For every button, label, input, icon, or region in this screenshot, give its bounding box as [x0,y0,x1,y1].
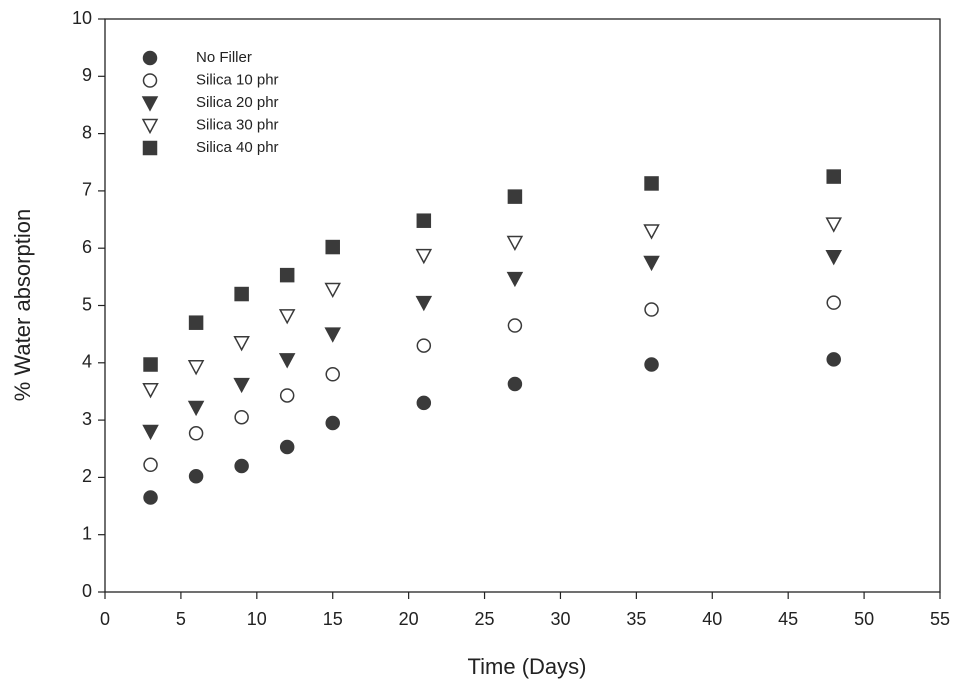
y-tick-label: 1 [82,523,92,543]
y-tick-label: 5 [82,294,92,314]
y-tick-label: 0 [82,581,92,601]
legend-marker [142,73,158,88]
y-tick-label: 2 [82,466,92,486]
point [643,224,660,240]
y-tick-label: 8 [82,122,92,142]
point [644,357,659,372]
point [278,353,296,369]
point [416,338,432,353]
x-tick-label: 30 [550,609,570,629]
y-tick-label: 10 [72,8,92,28]
legend-label: Silica 30 phr [196,116,279,133]
point [644,302,659,317]
x-tick-label: 25 [475,609,495,629]
point [233,335,250,352]
x-axis-label: Time (Days) [468,654,587,679]
point [416,395,432,411]
legend-label: No Filler [196,49,252,66]
legend-label: Silica 40 phr [196,139,279,156]
point [187,360,205,376]
y-tick-label: 6 [82,237,92,257]
x-tick-label: 55 [930,609,950,629]
point [234,458,249,474]
x-tick-label: 35 [626,609,646,629]
x-tick-label: 5 [176,609,186,629]
x-tick-label: 50 [854,609,874,629]
point [324,282,341,299]
y-axis-label: % Water absorption [10,209,35,401]
legend-label: Silica 10 phr [196,71,279,88]
point [188,426,204,441]
point [415,248,433,265]
point [325,367,340,382]
point [188,315,204,330]
point [644,176,659,191]
point [188,469,204,484]
point [415,295,433,312]
point [325,239,340,255]
point [187,400,205,417]
point [143,490,158,505]
legend-marker [141,118,159,135]
point [826,295,841,310]
point [279,388,295,403]
y-tick-label: 7 [82,180,92,200]
point [826,169,841,184]
point [507,189,523,204]
point [506,235,524,252]
point [826,352,841,367]
point [143,457,158,473]
point [279,439,295,455]
x-tick-label: 10 [247,609,267,629]
legend-marker [142,50,158,66]
x-tick-label: 40 [702,609,722,629]
point [143,357,158,372]
point [507,376,523,392]
point [507,318,523,333]
x-tick-label: 45 [778,609,798,629]
point [825,250,842,266]
point [278,309,296,325]
point [234,409,249,425]
point [416,213,432,228]
point [325,415,340,431]
y-tick-label: 4 [82,352,92,372]
legend-label: Silica 20 phr [196,94,279,111]
y-tick-label: 3 [82,409,92,429]
legend-marker [142,140,158,156]
point [279,267,295,283]
point [825,217,842,233]
point [233,377,250,394]
point [324,327,341,343]
x-tick-label: 0 [100,609,110,629]
y-tick-label: 9 [82,65,92,85]
point [506,271,524,288]
point [234,286,249,302]
point [142,382,159,399]
point [142,424,159,441]
x-tick-label: 15 [323,609,343,629]
x-tick-label: 20 [399,609,419,629]
point [643,255,660,272]
legend-marker [141,96,159,112]
